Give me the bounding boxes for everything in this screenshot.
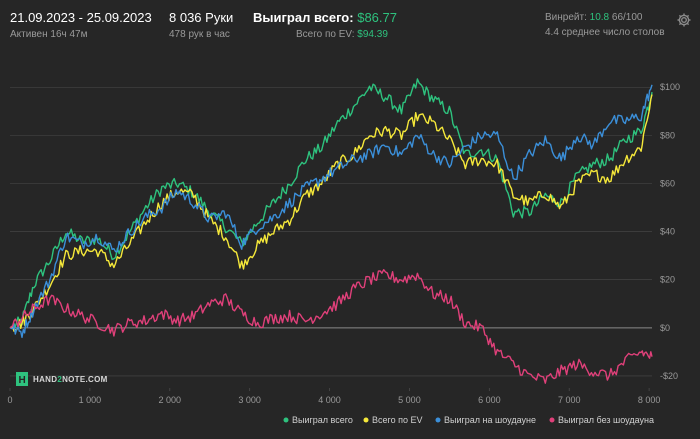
x-tick-label: 8 000 [638, 395, 661, 405]
date-range: 21.09.2023 - 25.09.2023 [10, 10, 152, 25]
y-tick-label: $40 [660, 227, 675, 237]
hand2note-watermark: H HAND2NOTE.COM [16, 372, 108, 386]
x-tick-label: 4 000 [318, 395, 341, 405]
y-tick-label: -$20 [660, 371, 678, 381]
y-tick-label: $20 [660, 275, 675, 285]
y-axis-ticks: -$20 $0 $20 $40 $60 $80 $100 [660, 82, 680, 381]
hands-per-hour: 478 рук в час [169, 29, 230, 40]
x-tick-label: 0 [7, 395, 12, 405]
y-tick-label: $0 [660, 323, 670, 333]
avg-tables: 4.4 среднее число столов [545, 27, 665, 38]
legend-marker [283, 417, 289, 423]
x-tick-label: 3 000 [238, 395, 261, 405]
legend-marker [363, 417, 369, 423]
winrate: Винрейт: 10.8 66/100 [545, 12, 642, 23]
y-tick-label: $60 [660, 178, 675, 188]
series-line-3 [9, 269, 653, 384]
won-total: Выиграл всего: $86.77 [253, 10, 397, 25]
hand2note-logo-icon [16, 372, 28, 386]
winrate-sessions: 66/100 [611, 12, 643, 23]
winrate-label: Винрейт: [545, 12, 587, 23]
series-line-0 [9, 78, 653, 329]
x-tick-label: 1 000 [79, 395, 102, 405]
legend: Выиграл всего Всего по EV Выиграл на шоуда… [283, 415, 654, 425]
series-lines [9, 78, 653, 384]
ev-value: $94.39 [357, 29, 388, 40]
series-line-2 [9, 84, 653, 339]
won-total-label: Выиграл всего: [253, 10, 354, 25]
stats-header: 21.09.2023 - 25.09.2023 Активен 16ч 47м … [0, 0, 700, 60]
x-tick-label: 5 000 [398, 395, 421, 405]
won-total-value: $86.77 [357, 10, 397, 25]
watermark-part-a: HAND [33, 375, 57, 384]
x-tick-label: 2 000 [159, 395, 182, 405]
legend-label: Выиграл всего [292, 415, 353, 425]
ev-label: Всего по EV: [296, 29, 355, 40]
profit-chart: -$20 $0 $20 $40 $60 $80 $100 0 1 000 2 000 3 000 4… [7, 78, 680, 425]
legend-label: Всего по EV [372, 415, 422, 425]
legend-marker [549, 417, 555, 423]
x-axis-ticks: 0 1 000 2 000 3 000 4 000 5 000 6 000 7 000 8 00… [7, 395, 660, 405]
settings-button[interactable] [676, 12, 692, 28]
active-time: Активен 16ч 47м [10, 29, 88, 40]
watermark-part-b: 2 [57, 375, 62, 384]
watermark-part-c: NOTE.COM [62, 375, 108, 384]
x-tick-label: 7 000 [558, 395, 581, 405]
legend-marker [435, 417, 441, 423]
y-tick-label: $80 [660, 130, 675, 140]
ev-total: Всего по EV: $94.39 [296, 29, 388, 40]
logo-letter: H [19, 375, 27, 386]
watermark-text: HAND2NOTE.COM [33, 375, 108, 384]
legend-label: Выиграл без шоудауна [558, 415, 654, 425]
gear-icon [677, 13, 691, 27]
y-tick-label: $100 [660, 82, 680, 92]
x-tick-label: 6 000 [478, 395, 501, 405]
legend-label: Выиграл на шоудауне [444, 415, 536, 425]
hands-count: 8 036 Руки [169, 10, 234, 25]
winrate-value: 10.8 [589, 12, 610, 23]
